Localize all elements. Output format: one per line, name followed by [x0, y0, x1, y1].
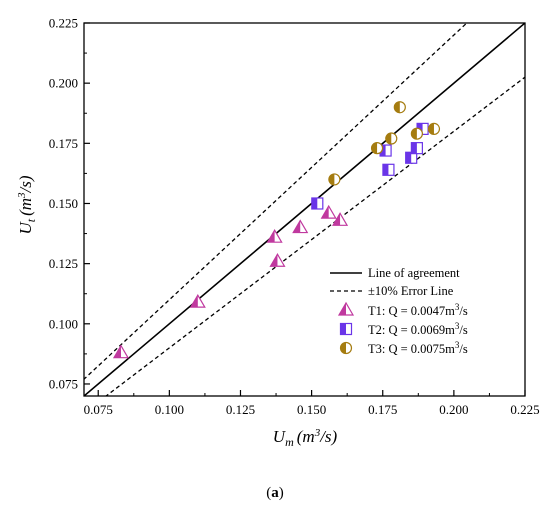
x-tick-label: 0.225 [510, 402, 539, 417]
x-tick-label: 0.175 [368, 402, 397, 417]
legend-marker-circle [339, 341, 353, 355]
data-point-triangle [332, 212, 349, 226]
legend-label-t3: T3: Q = 0.0075m3/s [368, 340, 468, 356]
legend-label-t2: T2: Q = 0.0069m3/s [368, 321, 468, 337]
data-point-circle [393, 101, 406, 114]
data-point-triangle [269, 253, 286, 267]
legend-circle-marker [339, 341, 353, 355]
data-point-circle [328, 173, 341, 186]
y-tick-label: 0.200 [49, 76, 78, 91]
legend-square-marker [339, 322, 353, 336]
plot-frame [83, 22, 526, 397]
data-point-square [382, 163, 395, 176]
data-point-triangle [112, 344, 130, 359]
legend-label-t1: T1: Q = 0.0047m3/s [368, 302, 468, 318]
x-axis-label: Um (m3/s) [273, 427, 338, 449]
legend-marker-square [339, 322, 353, 336]
data-point-triangle [189, 293, 206, 308]
y-tick-label: 0.100 [49, 316, 78, 331]
x-tick-label: 0.200 [439, 402, 468, 417]
x-tick-label: 0.100 [155, 402, 184, 417]
y-axis-label: Ut(m3/s) [16, 175, 38, 234]
x-tick-label: 0.150 [297, 402, 326, 417]
data-point-square [410, 142, 423, 155]
data-point-triangle [320, 204, 337, 219]
legend-triangle-marker [337, 301, 355, 316]
y-tick-label: 0.150 [49, 196, 78, 211]
x-tick-label: 0.075 [84, 402, 113, 417]
error-line-lower [105, 76, 525, 396]
error-line-upper [84, 23, 468, 381]
legend-marker-triangle [337, 301, 355, 316]
legend: Line of agreement ±10% Error Line T1: Q … [330, 266, 468, 356]
legend-label-error: ±10% Error Line [368, 284, 454, 298]
data-point-circle [385, 132, 398, 145]
y-tick-label: 0.125 [49, 256, 78, 271]
figure-caption: (a) [266, 485, 284, 501]
data-point-triangle [292, 219, 309, 234]
data-point-circle [410, 127, 423, 140]
x-tick-label: 0.125 [226, 402, 255, 417]
data-point-circle [370, 142, 384, 155]
line-of-agreement [84, 23, 525, 396]
legend-label-agreement: Line of agreement [368, 266, 460, 280]
y-tick-label: 0.075 [49, 376, 78, 391]
y-tick-label: 0.175 [49, 136, 78, 151]
data-point-square [311, 197, 324, 210]
data-point-triangle [266, 228, 283, 243]
y-tick-label: 0.225 [49, 16, 78, 31]
data-point-circle [427, 122, 441, 135]
